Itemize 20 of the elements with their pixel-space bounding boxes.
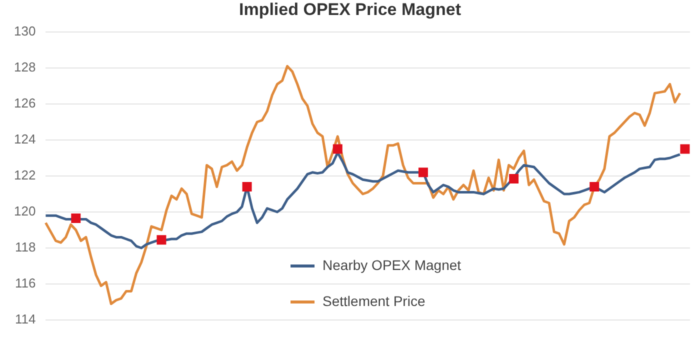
point: [156, 235, 166, 245]
point: [242, 182, 252, 192]
y-tick-label: 124: [14, 132, 36, 147]
y-tick-label: 126: [14, 96, 36, 111]
y-tick-label: 114: [14, 312, 36, 327]
point: [509, 174, 519, 184]
y-tick-label: 120: [14, 204, 36, 219]
y-tick-label: 118: [14, 240, 36, 255]
point: [680, 144, 690, 154]
chart-title: Implied OPEX Price Magnet: [238, 0, 462, 20]
point: [418, 168, 428, 178]
legend-label: Settlement Price: [322, 292, 426, 309]
y-tick-label: 122: [14, 168, 36, 183]
point: [71, 214, 81, 224]
legend-label: Nearby OPEX Magnet: [322, 256, 462, 273]
point: [332, 144, 342, 154]
y-tick-label: 116: [14, 276, 36, 291]
y-tick-label: 128: [14, 60, 36, 75]
y-tick-label: 130: [14, 24, 36, 39]
point: [590, 182, 600, 192]
